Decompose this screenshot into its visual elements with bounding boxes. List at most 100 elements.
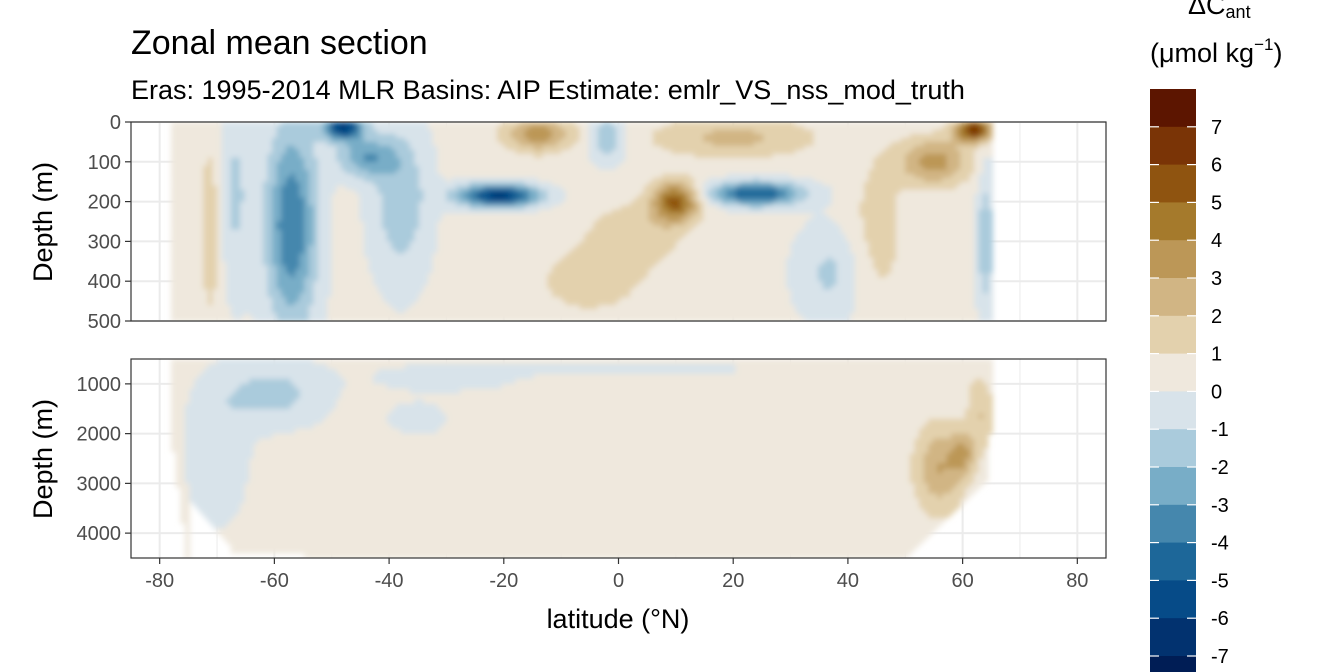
field-cell: [313, 241, 319, 246]
field-cell: [469, 165, 475, 171]
field-cell: [304, 245, 310, 250]
field-cell: [483, 261, 489, 266]
field-cell: [198, 313, 204, 318]
field-cell: [373, 305, 379, 310]
field-cell: [597, 229, 604, 235]
field-cell: [198, 281, 204, 286]
field-cell: [304, 201, 310, 207]
field-cell: [313, 157, 319, 163]
field-cell: [194, 317, 200, 321]
field-cell: [253, 297, 259, 302]
field-cell: [194, 141, 200, 147]
field-cell: [455, 265, 461, 270]
field-cell: [281, 241, 287, 246]
field-cell: [377, 157, 383, 163]
field-cell: [405, 193, 411, 199]
field-cell: [464, 193, 470, 199]
field-cell: [510, 237, 516, 242]
field-cell: [281, 257, 287, 262]
field-cell: [267, 201, 273, 207]
field-cell: [308, 205, 314, 211]
field-cell: [469, 313, 475, 318]
field-cell: [267, 289, 273, 294]
field-cell: [487, 317, 493, 321]
field-cell: [473, 129, 480, 135]
field-cell: [542, 149, 548, 155]
field-cell: [519, 161, 526, 167]
field-cell: [184, 293, 191, 298]
field-cell: [317, 161, 324, 167]
field-cell: [184, 273, 191, 278]
field-cell: [354, 229, 360, 235]
field-cell: [496, 265, 503, 270]
field-cell: [345, 289, 351, 294]
field-cell: [506, 249, 512, 254]
field-cell: [336, 293, 342, 298]
field-cell: [602, 241, 608, 246]
field-cell: [561, 133, 567, 139]
field-cell: [244, 233, 250, 239]
field-cell: [400, 125, 406, 131]
field-cell: [217, 193, 223, 199]
field-cell: [455, 289, 461, 294]
field-cell: [487, 217, 493, 223]
field-cell: [529, 309, 535, 314]
field-cell: [299, 213, 305, 219]
field-cell: [519, 157, 526, 163]
field-cell: [295, 133, 301, 139]
field-cell: [290, 229, 296, 235]
field-cell: [281, 149, 287, 155]
field-cell: [574, 237, 581, 242]
field-cell: [207, 253, 214, 258]
field-cell: [198, 197, 204, 203]
field-cell: [327, 149, 333, 155]
field-cell: [340, 317, 347, 321]
field-cell: [258, 185, 264, 191]
field-cell: [441, 133, 448, 139]
field-cell: [249, 261, 255, 266]
field-cell: [432, 125, 438, 131]
field-cell: [597, 165, 604, 171]
field-cell: [579, 157, 585, 163]
field-cell: [175, 289, 181, 294]
field-cell: [382, 229, 388, 235]
field-cell: [276, 141, 282, 147]
field-cell: [308, 213, 314, 219]
field-cell: [428, 293, 434, 298]
field-cell: [496, 129, 503, 135]
field-cell: [538, 169, 544, 175]
field-cell: [386, 245, 392, 250]
field-cell: [180, 173, 186, 179]
field-cell: [570, 225, 576, 231]
field-cell: [451, 229, 457, 235]
field-cell: [510, 141, 516, 147]
field-cell: [235, 205, 241, 211]
field-cell: [345, 301, 351, 306]
field-cell: [336, 253, 342, 258]
field-cell: [363, 301, 370, 306]
field-cell: [570, 185, 576, 191]
field-cell: [340, 137, 347, 143]
field-cell: [515, 122, 521, 127]
field-cell: [359, 237, 365, 242]
field-cell: [602, 229, 608, 235]
field-cell: [322, 285, 328, 290]
field-cell: [597, 201, 604, 207]
field-cell: [506, 189, 512, 195]
field-cell: [460, 281, 466, 286]
field-cell: [501, 145, 507, 151]
field-cell: [345, 257, 351, 262]
field-cell: [418, 229, 425, 235]
field-cell: [616, 133, 622, 139]
field-cell: [304, 249, 310, 254]
field-cell: [579, 153, 585, 159]
field-cell: [584, 249, 590, 254]
field-cell: [258, 193, 264, 199]
field-cell: [290, 122, 296, 127]
field-cell: [198, 169, 204, 175]
field-cell: [616, 249, 622, 254]
field-cell: [203, 317, 209, 321]
field-cell: [519, 133, 526, 139]
field-cell: [529, 157, 535, 163]
field-cell: [235, 261, 241, 266]
